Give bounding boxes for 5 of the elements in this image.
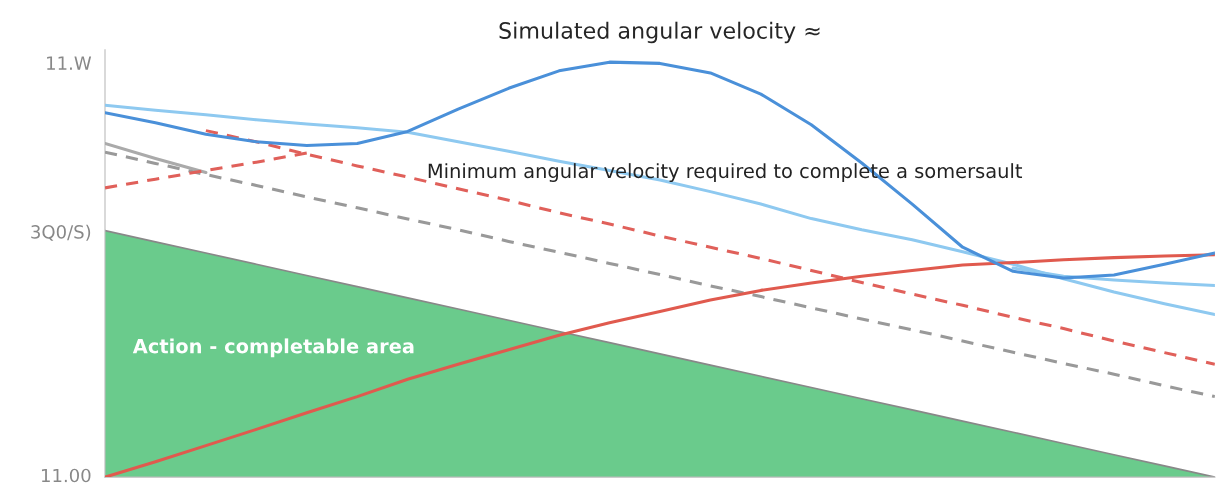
annotation: Action - completable area [132, 338, 414, 358]
chart-title: Simulated angular velocity ≈ [499, 21, 820, 44]
text: 11.W [47, 56, 92, 70]
text: 11.00 [41, 468, 91, 483]
text: 3Q0/S) [31, 224, 91, 241]
